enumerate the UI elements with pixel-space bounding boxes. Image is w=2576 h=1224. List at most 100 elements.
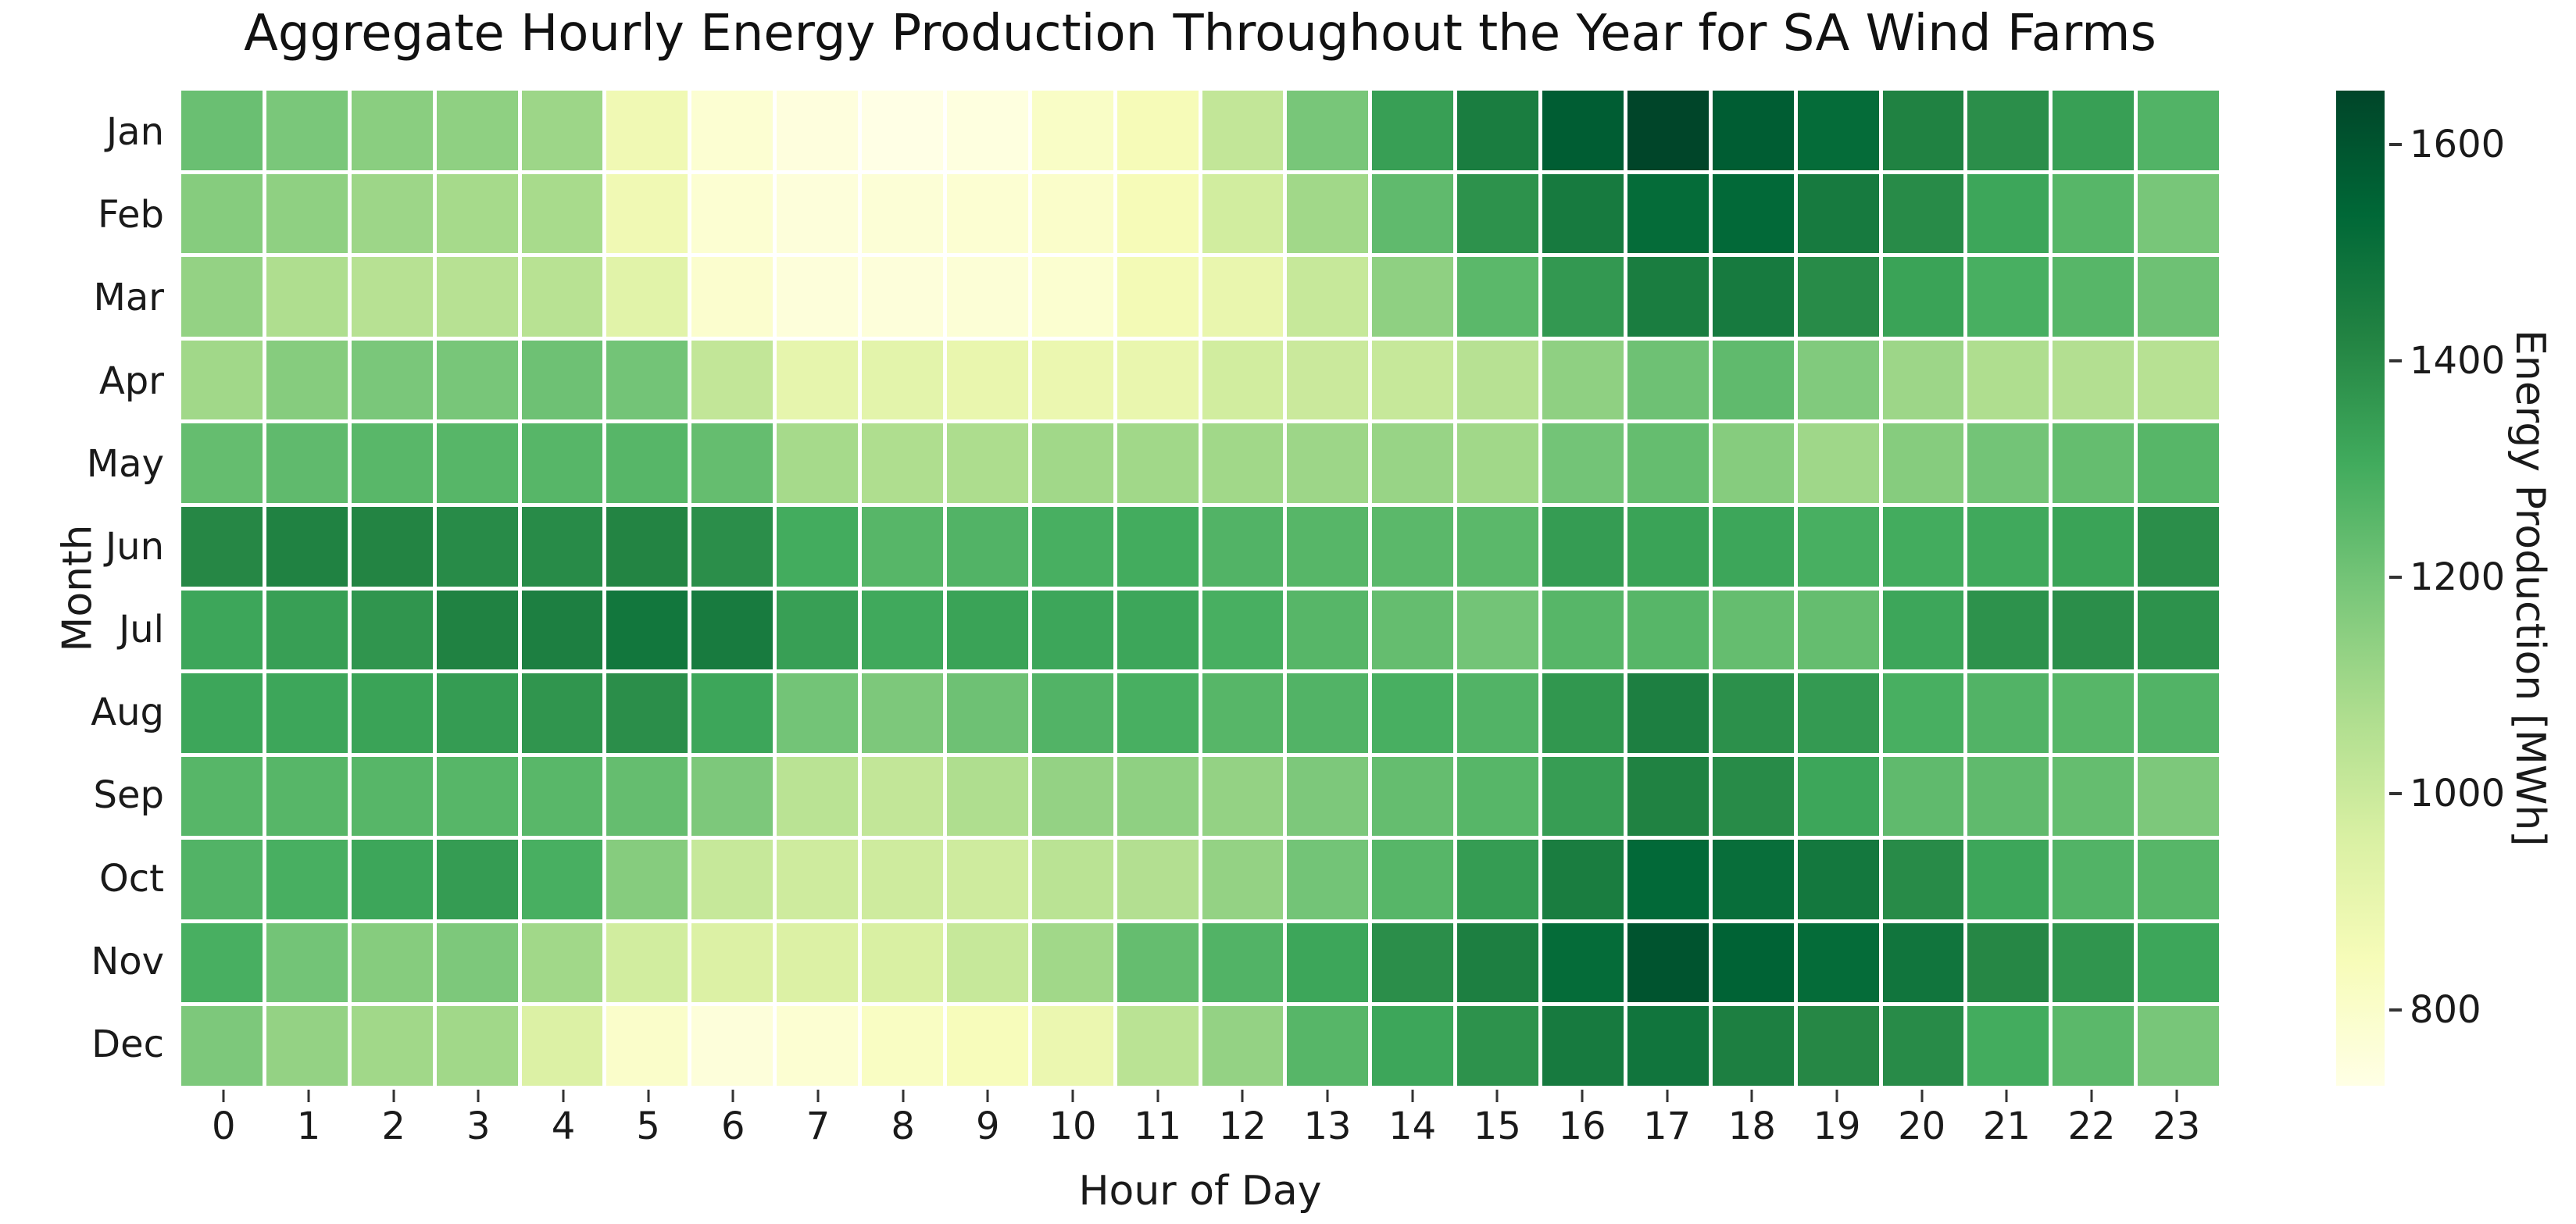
heatmap-cell <box>1031 91 1113 170</box>
heatmap-cell <box>606 1006 688 1086</box>
heatmap-cell <box>2053 423 2135 503</box>
heatmap-cell <box>1117 257 1199 337</box>
heatmap-cell <box>351 506 433 587</box>
heatmap-cell <box>946 506 1028 587</box>
heatmap-cell <box>181 922 263 1003</box>
colorbar-tick-mark <box>2389 792 2402 796</box>
heatmap-cell <box>862 922 943 1003</box>
heatmap-cell <box>1882 173 1964 254</box>
heatmap-cell <box>1031 840 1113 919</box>
heatmap-cell <box>1627 257 1709 337</box>
x-tick-mark <box>647 1090 650 1102</box>
heatmap-cell <box>1031 423 1113 503</box>
heatmap-cell <box>1287 91 1369 170</box>
y-tick-label: Sep <box>93 773 164 818</box>
heatmap-cell <box>1287 257 1369 337</box>
heatmap-cell <box>606 423 688 503</box>
x-tick-mark <box>986 1090 989 1102</box>
heatmap-cell <box>1882 922 1964 1003</box>
heatmap-cell <box>1202 1006 1284 1086</box>
x-tick-label: 11 <box>1134 1104 1182 1148</box>
heatmap-cell <box>1882 257 1964 337</box>
x-tick-mark <box>1920 1090 1924 1102</box>
heatmap-cell <box>266 840 348 919</box>
heatmap-cell <box>691 91 774 170</box>
heatmap-cell <box>862 1006 943 1086</box>
heatmap-cell <box>862 840 943 919</box>
heatmap-cell <box>1882 756 1964 837</box>
heatmap-cell <box>777 673 858 753</box>
heatmap-cell <box>181 173 263 254</box>
x-tick-mark <box>562 1090 565 1102</box>
heatmap-cell <box>436 91 518 170</box>
heatmap-cell <box>1372 340 1454 420</box>
heatmap-cell <box>1882 423 1964 503</box>
heatmap-cell <box>1202 91 1284 170</box>
heatmap-cell <box>1967 756 2049 837</box>
x-tick-label: 18 <box>1727 1104 1776 1148</box>
heatmap-cell <box>181 590 263 670</box>
heatmap-cell <box>1712 340 1794 420</box>
heatmap-cell <box>266 340 348 420</box>
x-tick-mark <box>1835 1090 1838 1102</box>
heatmap-cell <box>1797 506 1879 587</box>
heatmap-cell <box>1627 673 1709 753</box>
heatmap-cell <box>1712 423 1794 503</box>
x-tick-mark <box>1666 1090 1669 1102</box>
heatmap-cell <box>1457 673 1538 753</box>
heatmap-cell <box>946 257 1028 337</box>
heatmap-cell <box>2053 840 2135 919</box>
colorbar-tick-label: 1400 <box>2410 339 2506 384</box>
heatmap-cell <box>436 257 518 337</box>
heatmap-cell <box>1117 590 1199 670</box>
heatmap-cell <box>1457 840 1538 919</box>
heatmap-cell <box>2053 922 2135 1003</box>
heatmap-cell <box>1202 423 1284 503</box>
colorbar-tick-mark <box>2389 359 2402 363</box>
x-tick-label: 14 <box>1388 1104 1437 1148</box>
y-tick-label: Apr <box>98 359 164 403</box>
heatmap-cell <box>606 91 688 170</box>
heatmap-cell <box>1967 590 2049 670</box>
heatmap-cell <box>521 840 603 919</box>
heatmap-cell <box>436 590 518 670</box>
heatmap-cell <box>1542 673 1624 753</box>
heatmap-cell <box>1372 506 1454 587</box>
colorbar-tick-mark <box>2389 143 2402 147</box>
heatmap-cell <box>1542 340 1624 420</box>
heatmap-cell <box>1712 173 1794 254</box>
heatmap-cell <box>1457 590 1538 670</box>
heatmap-cell <box>2053 1006 2135 1086</box>
heatmap-cell <box>1712 922 1794 1003</box>
heatmap-cell <box>1712 91 1794 170</box>
heatmap-cell <box>777 423 858 503</box>
heatmap-cell <box>1202 756 1284 837</box>
colorbar-tick-mark <box>2389 576 2402 580</box>
heatmap-cell <box>1287 173 1369 254</box>
heatmap-cell <box>1542 756 1624 837</box>
heatmap-cell <box>1797 673 1879 753</box>
y-tick-label: May <box>86 441 164 486</box>
heatmap-cell <box>521 590 603 670</box>
heatmap-cell <box>1287 423 1369 503</box>
heatmap-cell <box>436 423 518 503</box>
heatmap-cell <box>521 922 603 1003</box>
heatmap-cell <box>1797 257 1879 337</box>
x-tick-label: 22 <box>2067 1104 2116 1148</box>
heatmap-cell <box>691 257 774 337</box>
heatmap-cell <box>1627 1006 1709 1086</box>
x-tick-label: 2 <box>381 1104 406 1148</box>
heatmap-cell <box>1372 840 1454 919</box>
heatmap-cell <box>946 1006 1028 1086</box>
heatmap-cell <box>1967 423 2049 503</box>
x-tick-label: 4 <box>551 1104 576 1148</box>
heatmap-cell <box>1117 1006 1199 1086</box>
heatmap-cell <box>351 173 433 254</box>
x-tick-mark <box>2005 1090 2008 1102</box>
colorbar <box>2336 91 2385 1086</box>
y-tick-label: Dec <box>91 1022 164 1066</box>
heatmap-cell <box>946 91 1028 170</box>
x-tick-mark <box>1411 1090 1414 1102</box>
heatmap-cell <box>1457 756 1538 837</box>
